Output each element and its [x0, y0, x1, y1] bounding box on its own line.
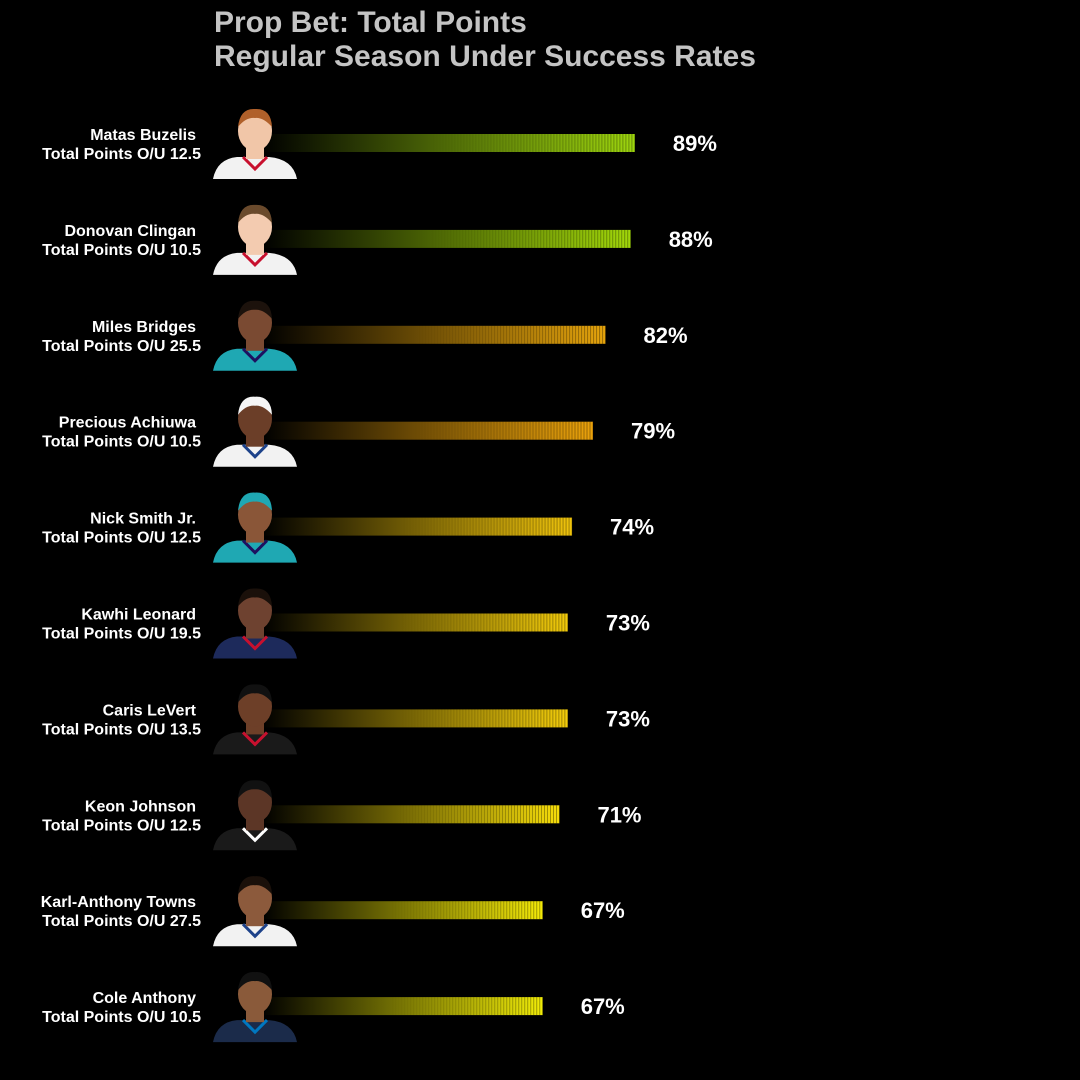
- head-shape: [238, 974, 272, 1015]
- bar: [262, 997, 543, 1016]
- prop-line-label: Total Points O/U 12.5: [42, 817, 201, 834]
- bar: [262, 901, 543, 920]
- prop-line-label: Total Points O/U 25.5: [42, 338, 201, 355]
- hair-shape: [238, 300, 272, 319]
- hair-shape: [238, 780, 272, 799]
- player-headshot-icon: [213, 972, 297, 1043]
- hair-shape: [238, 108, 272, 127]
- player-name-label: Precious Achiuwa: [59, 415, 196, 432]
- bar-row: 74% Nick Smith Jr. Total Points O/U 12.5: [42, 492, 654, 563]
- bar-row: 71% Keon Johnson Total Points O/U 12.5: [42, 780, 642, 851]
- player-headshot-icon: [213, 780, 297, 851]
- value-label: 67%: [581, 994, 625, 1019]
- player-name-label: Caris LeVert: [103, 702, 197, 719]
- bar: [262, 325, 606, 344]
- value-label: 67%: [581, 898, 625, 923]
- bar-row: 67% Karl-Anthony Towns Total Points O/U 27…: [41, 876, 625, 947]
- head-shape: [238, 302, 272, 343]
- head-shape: [238, 206, 272, 247]
- jersey-trim: [241, 347, 269, 363]
- bar-row: 89% Matas Buzelis Total Points O/U 12.5: [42, 108, 717, 179]
- bar: [262, 709, 568, 728]
- bar: [262, 613, 568, 632]
- jersey-trim: [241, 155, 269, 172]
- bar: [262, 134, 635, 152]
- hair-shape: [238, 876, 272, 895]
- hair-shape: [238, 684, 272, 703]
- head-shape: [238, 782, 272, 823]
- prop-line-label: Total Points O/U 12.5: [42, 146, 201, 163]
- hair-shape: [238, 972, 272, 991]
- bar: [262, 805, 560, 824]
- player-headshot-icon: [213, 876, 297, 947]
- value-label: 82%: [644, 323, 688, 348]
- value-label: 79%: [631, 419, 675, 444]
- value-label: 73%: [606, 611, 650, 636]
- player-name-label: Keon Johnson: [85, 798, 196, 815]
- jersey-trim: [241, 443, 269, 459]
- value-label: 89%: [673, 131, 717, 156]
- bar-row: 73% Caris LeVert Total Points O/U 13.5: [42, 684, 650, 755]
- chart-title: Prop Bet: Total Points Regular Season Un…: [214, 6, 756, 74]
- prop-line-label: Total Points O/U 10.5: [42, 434, 201, 451]
- player-headshot-icon: [213, 108, 297, 179]
- value-label: 88%: [669, 227, 713, 252]
- jersey-trim: [241, 539, 269, 555]
- player-headshot-icon: [213, 204, 297, 275]
- head-shape: [238, 686, 272, 727]
- hair-shape: [238, 492, 272, 511]
- bar-row: 73% Kawhi Leonard Total Points O/U 19.5: [42, 588, 650, 659]
- hair-shape: [238, 588, 272, 607]
- bar: [262, 421, 594, 440]
- player-headshot-icon: [213, 300, 297, 371]
- jersey-trim: [241, 251, 269, 268]
- head-shape: [238, 111, 272, 151]
- jersey-trim: [241, 827, 269, 843]
- player-name-label: Matas Buzelis: [90, 127, 196, 144]
- head-shape: [238, 878, 272, 919]
- prop-line-label: Total Points O/U 10.5: [42, 242, 201, 259]
- player-name-label: Donovan Clingan: [64, 223, 196, 240]
- value-label: 73%: [606, 706, 650, 731]
- bar: [262, 229, 631, 248]
- player-name-label: Cole Anthony: [93, 990, 197, 1007]
- player-name-label: Kawhi Leonard: [81, 607, 196, 624]
- head-shape: [238, 494, 272, 535]
- bar: [262, 517, 573, 536]
- prop-line-label: Total Points O/U 13.5: [42, 721, 201, 738]
- hair-shape: [238, 396, 272, 415]
- value-label: 71%: [597, 802, 641, 827]
- player-name-label: Nick Smith Jr.: [90, 511, 196, 528]
- bar-row: 67% Cole Anthony Total Points O/U 10.5: [42, 972, 625, 1043]
- player-name-label: Karl-Anthony Towns: [41, 894, 196, 911]
- prop-line-label: Total Points O/U 12.5: [42, 530, 201, 547]
- prop-line-label: Total Points O/U 27.5: [42, 913, 201, 930]
- prop-line-label: Total Points O/U 19.5: [42, 626, 201, 643]
- head-shape: [238, 590, 272, 631]
- bar-row: 79% Precious Achiuwa Total Points O/U 10.5: [42, 396, 675, 467]
- head-shape: [238, 398, 272, 439]
- bar-row: 82% Miles Bridges Total Points O/U 25.5: [42, 300, 688, 371]
- player-name-label: Miles Bridges: [92, 319, 196, 336]
- jersey-trim: [241, 635, 269, 651]
- player-headshot-icon: [213, 588, 297, 659]
- jersey-trim: [241, 1019, 269, 1035]
- player-headshot-icon: [213, 492, 297, 563]
- jersey-trim: [241, 923, 269, 939]
- hair-shape: [238, 204, 272, 223]
- chart-title-line-1: Prop Bet: Total Points: [214, 6, 527, 39]
- player-headshot-icon: [213, 684, 297, 755]
- chart-title-line-2: Regular Season Under Success Rates: [214, 40, 756, 73]
- bar-row: 88% Donovan Clingan Total Points O/U 10.5: [42, 204, 713, 275]
- player-headshot-icon: [213, 396, 297, 467]
- value-label: 74%: [610, 515, 654, 540]
- prop-line-label: Total Points O/U 10.5: [42, 1009, 201, 1026]
- jersey-trim: [241, 731, 269, 747]
